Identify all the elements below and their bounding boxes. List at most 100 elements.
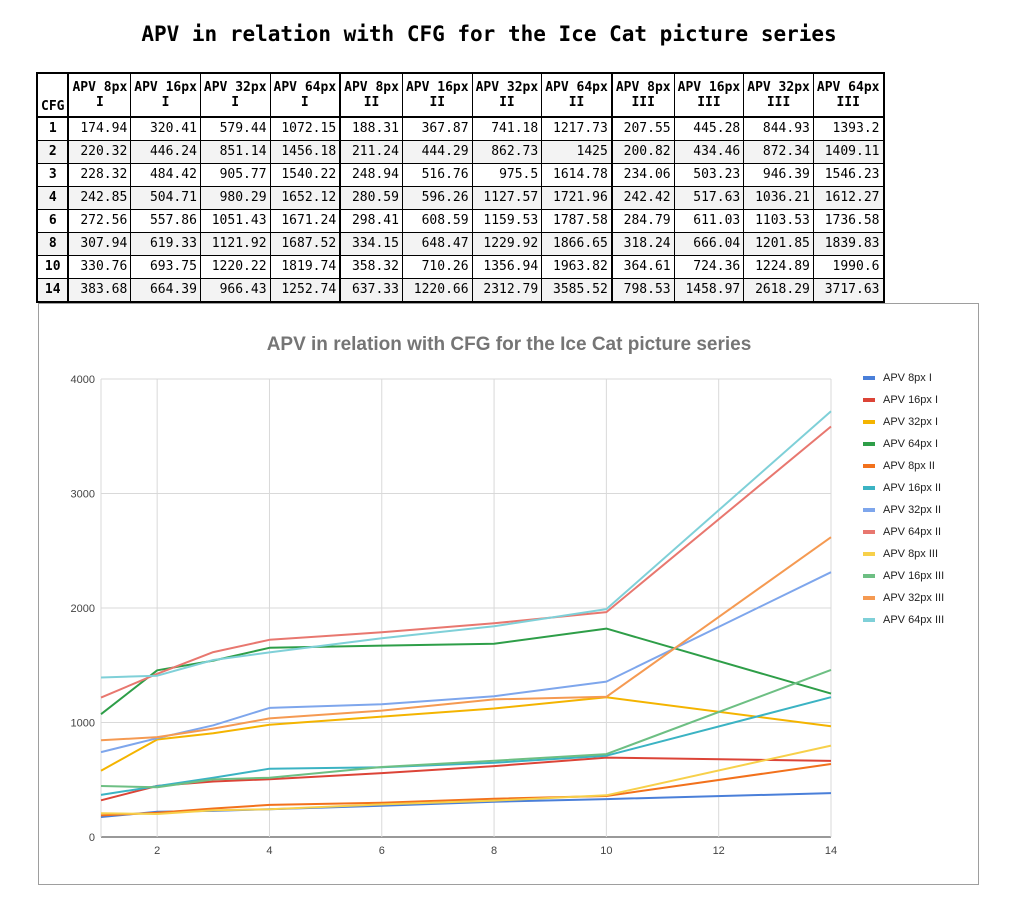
table-body: 1 174.94 320.41 579.44 1072.15 188.31 367.87 74… (36, 116, 885, 303)
table-cell: 724.36 (673, 255, 745, 279)
table-cell: 444.29 (401, 140, 473, 164)
x-tick-label: 6 (379, 845, 385, 857)
column-header-line2: III (697, 95, 721, 110)
table-cell: 710.26 (401, 255, 473, 279)
table-cell: 980.29 (199, 186, 271, 210)
x-tick-label: 12 (713, 845, 725, 857)
table-cell: 637.33 (339, 278, 403, 303)
series-line (100, 763, 832, 817)
legend-swatch (863, 574, 875, 578)
table-cell: 1229.92 (471, 232, 543, 256)
data-table: CFG APV 8px I APV 16px I APV 32px I APV 64px I A… (36, 72, 885, 303)
table-cell: 1409.11 (812, 140, 885, 164)
chart-title: APV in relation with CFG for the Ice Cat… (267, 334, 752, 355)
table-cell: 966.43 (199, 278, 271, 303)
column-header-line1: APV 8px (72, 80, 128, 95)
legend-swatch (863, 464, 875, 468)
column-header: APV 32px I (199, 72, 271, 118)
table-cell: 1220.66 (401, 278, 473, 303)
column-header-line1: APV 16px (134, 80, 197, 95)
series-line (100, 410, 832, 679)
column-header-line2: I (161, 95, 170, 110)
table-cell: 234.06 (610, 163, 675, 187)
table-cell: 1220.22 (199, 255, 271, 279)
table-row: 4 242.85 504.71 980.29 1652.12 280.59 596.26 11… (36, 186, 885, 210)
table-cell: 330.76 (67, 255, 132, 279)
column-header-line2: III (836, 95, 860, 110)
legend-swatch (863, 486, 875, 490)
legend-label: APV 64px I (883, 438, 938, 450)
series-line (100, 696, 832, 772)
series-line (100, 425, 832, 699)
legend-label: APV 32px III (883, 592, 944, 604)
cfg-cell: 2 (36, 140, 69, 164)
column-header-line2: I (300, 95, 309, 110)
column-header-line1: APV 16px (405, 80, 469, 95)
table-cell: 280.59 (339, 186, 403, 210)
table-cell: 517.63 (673, 186, 745, 210)
table-cell: 1393.2 (812, 116, 885, 141)
legend-swatch (863, 618, 875, 622)
table-cell: 1990.6 (812, 255, 885, 279)
table-row: 8 307.94 619.33 1121.92 1687.52 334.15 648.47 1… (36, 232, 885, 256)
column-header-line2: I (231, 95, 240, 110)
table-row: 10 330.76 693.75 1220.22 1819.74 358.32 710.26… (36, 255, 885, 279)
table-cell: 1159.53 (471, 209, 543, 233)
column-header: APV 16px I (130, 72, 201, 118)
legend-label: APV 8px I (883, 372, 932, 384)
table-cell: 2618.29 (743, 278, 814, 303)
x-tick-label: 10 (600, 845, 612, 857)
legend-swatch (863, 508, 875, 512)
table-cell: 484.42 (130, 163, 201, 187)
column-header-line1: APV 64px (273, 80, 337, 95)
cfg-cell: 3 (36, 163, 69, 187)
table-cell: 367.87 (401, 116, 473, 141)
column-header: APV 16px II (401, 72, 473, 118)
line-chart: APV in relation with CFG for the Ice Cat… (38, 303, 979, 885)
table-cell: 666.04 (673, 232, 745, 256)
column-header-line2: I (95, 95, 104, 110)
table-cell: 320.41 (130, 116, 201, 141)
column-header: APV 8px III (610, 72, 675, 118)
y-tick-label: 3000 (71, 489, 95, 501)
table-cell: 1866.65 (541, 232, 613, 256)
cfg-cell: 10 (36, 255, 69, 279)
table-cell: 1252.74 (269, 278, 341, 303)
table-row: 14 383.68 664.39 966.43 1252.74 637.33 1220.66… (36, 278, 885, 303)
table-cell: 693.75 (130, 255, 201, 279)
table-cell: 1540.22 (269, 163, 341, 187)
table-cell: 1456.18 (269, 140, 341, 164)
x-tick-label: 2 (154, 845, 160, 857)
table-cell: 1121.92 (199, 232, 271, 256)
y-tick-label: 2000 (71, 603, 95, 615)
legend-swatch (863, 530, 875, 534)
table-cell: 1612.27 (812, 186, 885, 210)
column-header: APV 32px III (743, 72, 814, 118)
legend-swatch (863, 420, 875, 424)
legend-swatch (863, 398, 875, 402)
table-cell: 1963.82 (541, 255, 613, 279)
column-header-line1: APV 64px (545, 80, 608, 95)
table-cell: 619.33 (130, 232, 201, 256)
table-cell: 1356.94 (471, 255, 543, 279)
cfg-cell: 6 (36, 209, 69, 233)
table-cell: 844.93 (743, 116, 814, 141)
table-cell: 298.41 (339, 209, 403, 233)
column-header: APV 64px III (812, 72, 885, 118)
table-cell: 557.86 (130, 209, 201, 233)
series-line (100, 536, 832, 742)
table-cell: 220.32 (67, 140, 132, 164)
y-tick-label: 0 (89, 832, 95, 844)
table-cell: 445.28 (673, 116, 745, 141)
table-cell: 318.24 (610, 232, 675, 256)
column-header: APV 16px III (673, 72, 745, 118)
table-row: 3 228.32 484.42 905.77 1540.22 248.94 516.76 97… (36, 163, 885, 187)
table-cell: 503.23 (673, 163, 745, 187)
legend-label: APV 64px III (883, 614, 944, 626)
table-cell: 1819.74 (269, 255, 341, 279)
legend-swatch (863, 552, 875, 556)
column-header-line1: APV 32px (475, 80, 539, 95)
column-header: APV 8px I (67, 72, 132, 118)
table-cell: 200.82 (610, 140, 675, 164)
table-cell: 2312.79 (471, 278, 543, 303)
